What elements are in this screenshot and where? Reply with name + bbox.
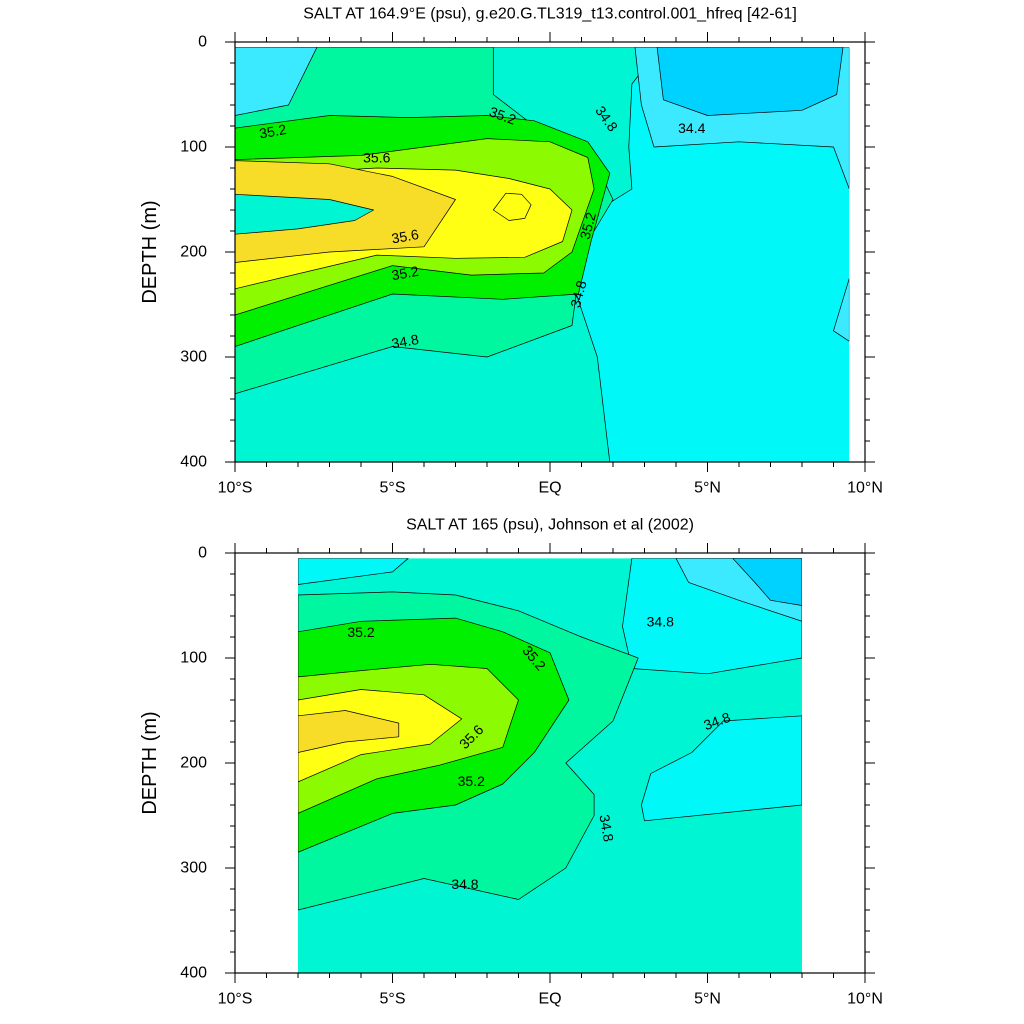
contour-label-7: 35.2 <box>390 263 420 284</box>
salinity-region-0 <box>298 558 409 585</box>
contour-label-3: 34.4 <box>678 120 705 136</box>
y-axis-title: DEPTH (m) <box>139 711 161 814</box>
x-tick-label: 10°N <box>847 991 883 1008</box>
y-tick-label: 100 <box>180 139 207 156</box>
x-tick-label: 10°S <box>218 480 253 497</box>
y-tick-label: 0 <box>198 34 207 51</box>
salinity-field: 35.235.234.834.835.635.234.834.8 <box>298 558 802 973</box>
x-tick-label: EQ <box>538 991 561 1008</box>
salinity-region-6 <box>492 192 532 221</box>
model-salinity-panel: 35.235.2 34.8 34.435.635.6 35.235.234.834.8… <box>139 6 883 497</box>
salinity-field: 35.235.2 34.8 34.435.635.6 35.235.234.834.8 <box>235 47 850 462</box>
observed-salinity-panel: 35.235.234.834.835.635.234.834.801002003… <box>139 517 883 1008</box>
contour-label-9: 34.8 <box>390 331 420 352</box>
x-tick-label: 5°N <box>694 991 721 1008</box>
salinity-region-4 <box>732 558 802 606</box>
salinity-region-9 <box>298 710 400 753</box>
salinity-region-7 <box>235 193 374 235</box>
contour-label-2: 34.8 <box>647 613 674 629</box>
y-tick-label: 300 <box>180 349 207 366</box>
y-tick-label: 100 <box>180 650 207 667</box>
contour-label-4: 35.6 <box>363 150 390 166</box>
x-tick-label: 5°S <box>380 480 406 497</box>
y-tick-label: 200 <box>180 755 207 772</box>
y-tick-label: 400 <box>180 454 207 471</box>
contour-label-8: 34.8 <box>567 279 590 310</box>
contour-label-5: 35.2 <box>458 773 485 789</box>
axis-ticks <box>225 543 875 983</box>
x-tick-label: 5°S <box>380 991 406 1008</box>
y-axis-title: DEPTH (m) <box>139 200 161 303</box>
contour-label-6: 34.8 <box>596 813 617 843</box>
axis-ticks <box>225 32 875 472</box>
contour-label-7: 34.8 <box>451 876 478 892</box>
x-tick-label: 10°N <box>847 480 883 497</box>
contour-label-0: 35.2 <box>258 121 288 142</box>
contour-label-0: 35.2 <box>347 624 374 640</box>
salinity-region-11 <box>833 277 850 342</box>
salinity-region-2 <box>641 715 802 822</box>
chart-title: SALT AT 165 (psu), Johnson et al (2002) <box>406 517 694 534</box>
chart-title: SALT AT 164.9°E (psu), g.e20.G.TL319_t13… <box>303 6 797 23</box>
contour-label-5: 35.6 <box>390 226 420 247</box>
y-tick-label: 300 <box>180 860 207 877</box>
y-tick-label: 0 <box>198 545 207 562</box>
x-tick-label: 10°S <box>218 991 253 1008</box>
x-tick-label: 5°N <box>694 480 721 497</box>
x-tick-label: EQ <box>538 480 561 497</box>
contour-label-6: 35.2 <box>577 210 600 241</box>
salinity-region-8 <box>235 47 318 116</box>
salinity-region-10 <box>656 47 844 116</box>
y-tick-label: 200 <box>180 244 207 261</box>
y-tick-label: 400 <box>180 965 207 982</box>
